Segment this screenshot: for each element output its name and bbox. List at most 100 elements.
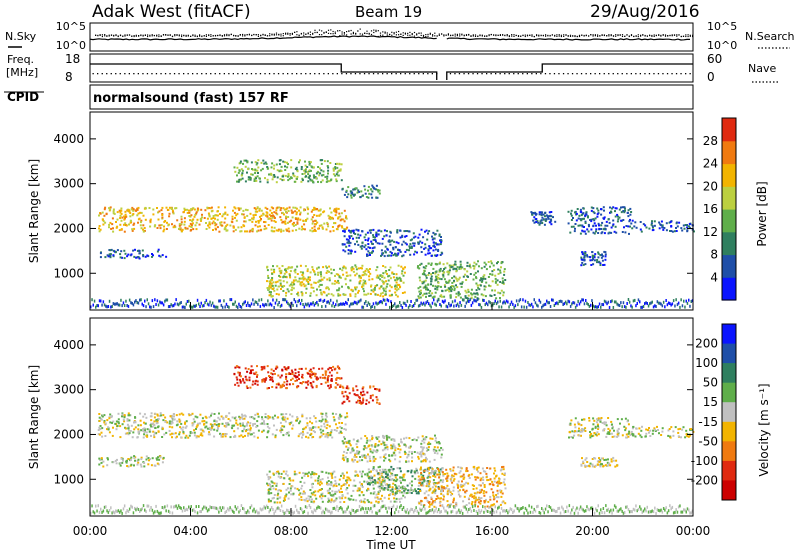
range-cell [288, 230, 291, 233]
nave-point [585, 73, 587, 75]
nave-point [327, 73, 329, 75]
range-cell [369, 385, 372, 388]
range-cell [256, 230, 259, 233]
near-range-cell [581, 298, 583, 302]
near-range-cell [244, 300, 246, 304]
range-cell [424, 267, 427, 270]
near-range-cell [404, 301, 406, 305]
range-cell [358, 402, 361, 404]
range-cell [119, 256, 122, 259]
range-cell [381, 488, 384, 491]
range-cell [170, 208, 173, 210]
range-cell [482, 277, 485, 280]
near-range-cell [636, 302, 638, 305]
range-cell [593, 255, 596, 258]
range-cell [298, 367, 301, 370]
nave-point [214, 73, 216, 75]
range-cell [161, 216, 164, 219]
range-cell [617, 218, 620, 221]
range-cell [100, 457, 103, 460]
nave-point [205, 73, 207, 75]
range-cell [136, 249, 139, 252]
range-cell [254, 172, 257, 174]
range-cell [270, 226, 273, 229]
range-cell [585, 211, 588, 214]
nsky-point [685, 35, 687, 38]
range-cell [173, 224, 176, 227]
range-cell [457, 278, 460, 281]
nsky-point [368, 33, 370, 35]
range-cell [250, 161, 253, 164]
range-cell [366, 231, 369, 234]
range-cell [158, 414, 161, 417]
range-cell [339, 415, 342, 418]
near-range-cell [97, 304, 99, 308]
nsky-point [619, 34, 621, 36]
range-cell [437, 248, 440, 251]
range-cell [288, 266, 291, 269]
near-range-cell [279, 304, 282, 308]
range-cell [348, 244, 351, 247]
range-cell [303, 228, 306, 231]
range-cell [379, 278, 382, 281]
range-cell [222, 433, 224, 436]
range-cell [430, 273, 433, 276]
range-cell [328, 180, 331, 183]
nave-point [341, 73, 343, 75]
range-cell [317, 490, 320, 493]
range-cell [154, 432, 157, 435]
range-cell [252, 214, 255, 217]
nsky-point [373, 31, 375, 34]
range-cell [428, 252, 431, 255]
range-cell [220, 435, 223, 438]
nave-point [404, 73, 406, 75]
range-cell [417, 241, 420, 244]
range-cell [276, 206, 279, 209]
range-cell [169, 433, 172, 436]
near-range-cell [510, 300, 513, 304]
range-cell [376, 196, 379, 199]
range-cell [253, 178, 256, 181]
range-cell [111, 421, 113, 424]
range-cell [600, 224, 603, 227]
range-cell [339, 267, 342, 270]
range-cell [171, 432, 173, 435]
nsky-point [617, 34, 619, 36]
near-range-cell [107, 305, 110, 308]
range-cell [373, 474, 376, 477]
range-cell [346, 487, 349, 489]
near-range-cell [100, 299, 102, 303]
range-cell [166, 221, 168, 224]
range-cell [358, 399, 361, 402]
near-range-cell [654, 304, 656, 308]
range-cell [244, 230, 246, 233]
range-cell [433, 233, 436, 236]
range-cell [143, 433, 146, 436]
nsky-point [664, 34, 667, 36]
range-cell [309, 271, 312, 274]
range-cell [601, 253, 603, 256]
range-cell [385, 270, 388, 272]
nsky-point [280, 33, 282, 35]
range-cell [288, 477, 291, 480]
range-cell [231, 215, 234, 218]
range-cell [420, 246, 423, 249]
range-cell [624, 209, 626, 212]
range-cell [377, 229, 380, 232]
range-cell [624, 207, 626, 210]
range-cell [631, 219, 634, 222]
range-cell [239, 422, 242, 425]
near-range-cell [214, 305, 216, 309]
range-cell [250, 173, 253, 176]
range-cell [162, 414, 165, 417]
range-cell [308, 499, 311, 501]
range-cell [242, 209, 245, 212]
range-cell [405, 243, 408, 246]
range-cell [296, 222, 299, 225]
range-cell [287, 373, 290, 375]
near-range-cell [606, 302, 608, 306]
range-cell [328, 277, 331, 280]
range-cell [168, 215, 171, 218]
range-cell [436, 263, 439, 266]
range-cell [292, 211, 295, 214]
